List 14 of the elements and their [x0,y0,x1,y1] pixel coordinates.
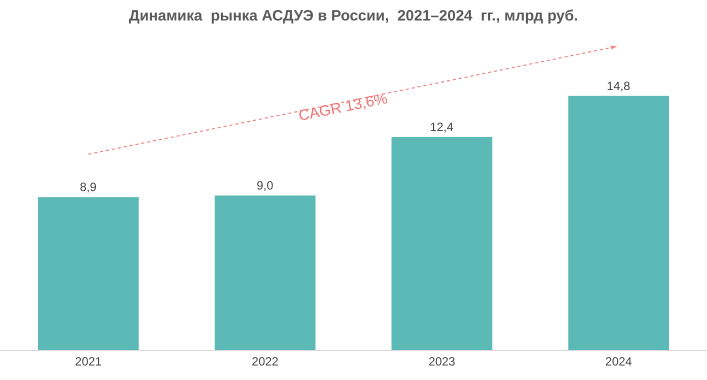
x-tick-label: 2024 [605,354,632,368]
data-label: 14,8 [606,78,630,93]
data-label: 9,0 [256,178,274,192]
x-tick-label: 2022 [252,354,279,368]
bar [38,197,139,350]
data-label: 12,4 [430,120,454,134]
x-tick-label: 2023 [428,354,456,368]
bar [214,195,316,350]
data-label: 8,9 [80,180,97,194]
annotation: CAGR 13,6% [297,90,389,125]
chart-title: Динамика рынка АСДУЭ в России, 2021–2024 гг., млрд руб. [128,7,578,24]
x-tick-label: 2021 [75,354,102,368]
bar [392,137,492,350]
bar [568,96,669,350]
